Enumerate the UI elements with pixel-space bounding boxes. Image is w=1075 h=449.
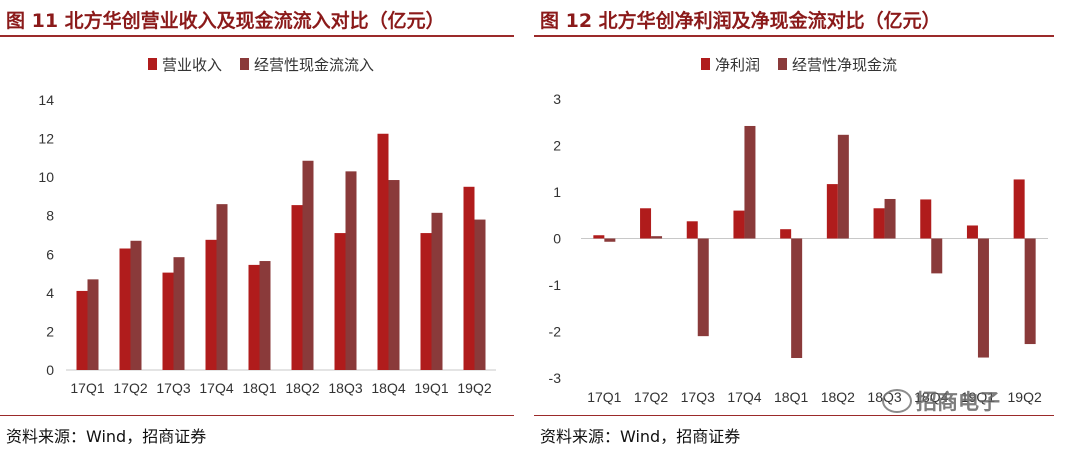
bar — [173, 257, 185, 370]
legend-swatch — [701, 58, 710, 70]
bar — [334, 233, 346, 370]
right-source-rule — [534, 415, 1054, 416]
left-source-rule — [0, 415, 514, 416]
x-tick-label: 18Q3 — [328, 380, 362, 396]
bar — [931, 238, 943, 274]
x-tick-label: 18Q2 — [821, 389, 855, 405]
bar — [604, 238, 616, 242]
y-tick-label: -3 — [549, 370, 562, 386]
right-source-note: 资料来源：Wind，招商证券 — [540, 427, 741, 446]
y-tick-label: 4 — [46, 285, 54, 301]
watermark: 招商电子 — [882, 386, 1000, 416]
bar — [76, 290, 88, 370]
x-tick-label: 17Q2 — [634, 389, 668, 405]
x-tick-label: 17Q3 — [156, 380, 190, 396]
y-tick-label: 2 — [553, 138, 561, 154]
bar — [388, 180, 400, 370]
x-tick-label: 17Q3 — [681, 389, 715, 405]
watermark-text: 招商电子 — [916, 390, 1000, 414]
bar — [1013, 179, 1025, 239]
legend-label: 营业收入 — [162, 57, 222, 74]
left-chart: 营业收入 经营性现金流流入 0 2 4 6 8 10 12 14 17Q1 17Q2 17Q3 17Q4 1… — [38, 57, 496, 396]
y-tick-label: 6 — [46, 246, 54, 262]
y-tick-label: 14 — [38, 92, 54, 108]
legend-label: 净利润 — [715, 57, 760, 74]
bar — [162, 272, 174, 370]
bar — [87, 279, 99, 370]
y-tick-label: 0 — [553, 231, 561, 247]
x-tick-label: 19Q2 — [1008, 389, 1042, 405]
y-tick-label: 2 — [46, 323, 54, 339]
legend-label: 经营性现金流流入 — [254, 57, 374, 74]
bar — [884, 198, 896, 239]
y-tick-label: 1 — [553, 184, 561, 200]
bar — [837, 134, 849, 239]
y-tick-label: -2 — [549, 324, 562, 340]
bar — [119, 248, 131, 370]
bar — [593, 235, 605, 239]
x-tick-label: 19Q2 — [457, 380, 491, 396]
bar — [474, 219, 486, 370]
bar — [259, 261, 271, 370]
bar — [130, 240, 142, 370]
bar — [791, 238, 803, 359]
bar — [377, 133, 389, 370]
right-title-rule — [534, 35, 1054, 37]
x-tick-label: 17Q4 — [727, 389, 761, 405]
left-title-rule — [0, 35, 514, 37]
right-figure: 图 12 北方华创净利润及净现金流对比（亿元） 净利润 经营性净现金流 -3 -2 -1… — [534, 0, 1075, 449]
bar — [420, 233, 432, 370]
bar — [744, 125, 756, 239]
x-tick-label: 17Q1 — [587, 389, 621, 405]
right-figure-title: 图 12 北方华创净利润及净现金流对比（亿元） — [540, 10, 941, 32]
bar — [216, 204, 228, 370]
legend-swatch — [148, 58, 157, 70]
x-tick-label: 18Q1 — [774, 389, 808, 405]
bar — [1024, 238, 1036, 345]
x-tick-label: 19Q1 — [961, 389, 995, 405]
x-tick-label: 17Q1 — [70, 380, 104, 396]
y-tick-label: 0 — [46, 362, 54, 378]
bar — [697, 238, 709, 337]
y-tick-label: 10 — [38, 169, 54, 185]
bar — [640, 208, 652, 239]
x-tick-label: 19Q1 — [414, 380, 448, 396]
bar — [826, 184, 838, 239]
bar — [463, 186, 475, 370]
bar — [686, 221, 698, 239]
bar — [205, 239, 217, 370]
y-tick-label: 8 — [46, 208, 54, 224]
bar — [977, 238, 989, 358]
x-tick-label: 17Q4 — [199, 380, 233, 396]
right-chart: 净利润 经营性净现金流 -3 -2 -1 0 1 2 3 17Q1 17Q2 17Q3 17Q4 18Q1… — [549, 57, 1048, 405]
x-tick-label: 17Q2 — [113, 380, 147, 396]
legend-swatch — [240, 58, 249, 70]
left-figure: 图 11 北方华创营业收入及现金流流入对比（亿元） 营业收入 经营性现金流流入 0 2… — [0, 0, 522, 449]
bar — [780, 229, 792, 239]
bar — [651, 236, 663, 239]
bar — [733, 210, 745, 239]
y-tick-label: 3 — [553, 91, 561, 107]
x-tick-label: 18Q2 — [285, 380, 319, 396]
x-tick-label: 18Q4 — [914, 389, 948, 405]
bar — [966, 225, 978, 239]
left-figure-title: 图 11 北方华创营业收入及现金流流入对比（亿元） — [6, 10, 445, 32]
bar — [345, 171, 357, 370]
bar — [302, 160, 314, 370]
y-tick-label: -1 — [549, 277, 562, 293]
bar — [291, 205, 303, 370]
wechat-icon — [882, 389, 912, 413]
y-tick-label: 12 — [38, 131, 54, 147]
bar — [873, 208, 885, 239]
legend-swatch — [778, 58, 787, 70]
x-tick-label: 18Q1 — [242, 380, 276, 396]
bar — [431, 212, 443, 370]
left-source-note: 资料来源：Wind，招商证券 — [6, 427, 207, 446]
bar — [248, 264, 260, 370]
x-tick-label: 18Q4 — [371, 380, 405, 396]
bar — [920, 199, 932, 239]
legend-label: 经营性净现金流 — [792, 57, 897, 74]
